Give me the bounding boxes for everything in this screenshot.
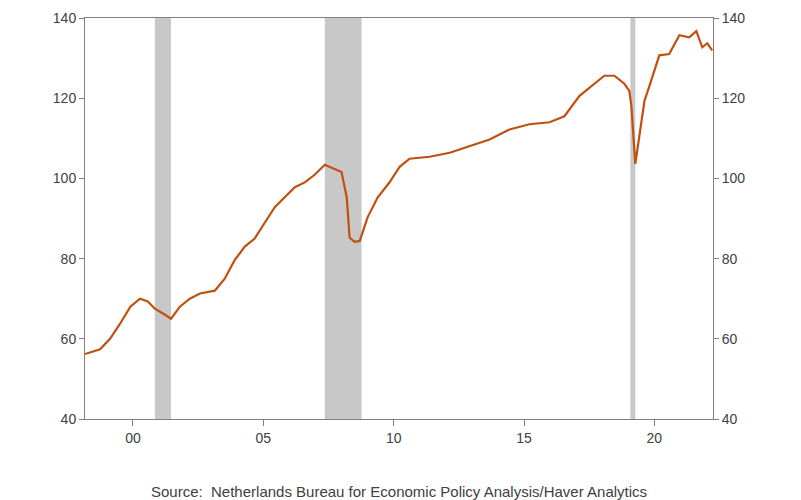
svg-text:100: 100 <box>722 170 746 186</box>
svg-text:00: 00 <box>125 430 141 446</box>
svg-text:40: 40 <box>61 411 77 427</box>
svg-text:120: 120 <box>53 90 77 106</box>
svg-text:20: 20 <box>647 430 663 446</box>
svg-text:80: 80 <box>61 251 77 267</box>
svg-text:80: 80 <box>722 251 738 267</box>
svg-text:140: 140 <box>53 10 77 26</box>
svg-text:140: 140 <box>722 10 746 26</box>
svg-text:15: 15 <box>516 430 532 446</box>
svg-text:60: 60 <box>61 331 77 347</box>
svg-text:120: 120 <box>722 90 746 106</box>
svg-text:Source: Netherlands Bureau fo: Source: Netherlands Bureau for Economic … <box>151 483 647 500</box>
svg-text:05: 05 <box>256 430 272 446</box>
svg-text:60: 60 <box>722 331 738 347</box>
svg-text:40: 40 <box>722 411 738 427</box>
svg-text:100: 100 <box>53 170 77 186</box>
svg-text:10: 10 <box>386 430 402 446</box>
